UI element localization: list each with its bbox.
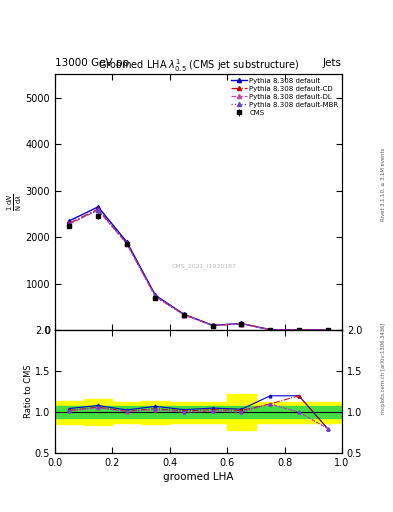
Pythia 8.308 default	[268, 327, 273, 333]
Pythia 8.308 default	[239, 321, 244, 327]
Pythia 8.308 default-DL	[239, 321, 244, 327]
Pythia 8.308 default-MBR	[268, 327, 273, 333]
Line: Pythia 8.308 default-DL: Pythia 8.308 default-DL	[67, 208, 330, 332]
Pythia 8.308 default-DL	[153, 294, 158, 300]
Pythia 8.308 default-MBR	[96, 207, 101, 213]
X-axis label: groomed LHA: groomed LHA	[163, 472, 234, 482]
Pythia 8.308 default-DL	[125, 241, 129, 247]
Pythia 8.308 default-MBR	[297, 327, 301, 333]
Pythia 8.308 default-MBR	[325, 327, 330, 333]
Text: 13000 GeV pp: 13000 GeV pp	[55, 57, 129, 68]
Pythia 8.308 default-MBR	[67, 221, 72, 227]
Pythia 8.308 default-MBR	[182, 312, 187, 318]
Pythia 8.308 default-MBR	[153, 293, 158, 300]
Text: mcplots.cern.ch [arXiv:1306.3436]: mcplots.cern.ch [arXiv:1306.3436]	[381, 323, 386, 414]
Line: Pythia 8.308 default: Pythia 8.308 default	[67, 205, 330, 332]
Title: Groomed LHA $\lambda^{1}_{0.5}$ (CMS jet substructure): Groomed LHA $\lambda^{1}_{0.5}$ (CMS jet…	[98, 57, 299, 74]
Pythia 8.308 default	[153, 292, 158, 298]
Pythia 8.308 default-CD	[325, 327, 330, 333]
Pythia 8.308 default-CD	[211, 323, 215, 329]
Pythia 8.308 default-DL	[67, 221, 72, 227]
Y-axis label: $\frac{1}{\mathrm{N}}\frac{\mathrm{d}N}{\mathrm{d}\lambda}$: $\frac{1}{\mathrm{N}}\frac{\mathrm{d}N}{…	[6, 194, 24, 211]
Pythia 8.308 default-CD	[67, 220, 72, 226]
Line: Pythia 8.308 default-CD: Pythia 8.308 default-CD	[67, 207, 330, 332]
Pythia 8.308 default-DL	[211, 323, 215, 329]
Pythia 8.308 default	[297, 327, 301, 333]
Pythia 8.308 default-CD	[96, 206, 101, 212]
Text: CMS_2021_I1920187: CMS_2021_I1920187	[172, 263, 237, 269]
Pythia 8.308 default	[67, 218, 72, 224]
Pythia 8.308 default-MBR	[211, 323, 215, 329]
Pythia 8.308 default-CD	[153, 293, 158, 300]
Line: Pythia 8.308 default-MBR: Pythia 8.308 default-MBR	[67, 207, 330, 332]
Pythia 8.308 default	[182, 311, 187, 317]
Pythia 8.308 default-CD	[125, 240, 129, 246]
Pythia 8.308 default-DL	[325, 327, 330, 333]
Pythia 8.308 default-DL	[96, 207, 101, 213]
Pythia 8.308 default	[96, 204, 101, 210]
Y-axis label: Ratio to CMS: Ratio to CMS	[24, 365, 33, 418]
Pythia 8.308 default-DL	[268, 327, 273, 333]
Pythia 8.308 default-CD	[268, 327, 273, 333]
Legend: Pythia 8.308 default, Pythia 8.308 default-CD, Pythia 8.308 default-DL, Pythia 8: Pythia 8.308 default, Pythia 8.308 defau…	[230, 76, 340, 117]
Pythia 8.308 default-CD	[297, 327, 301, 333]
Text: Jets: Jets	[323, 57, 342, 68]
Pythia 8.308 default-DL	[182, 312, 187, 318]
Pythia 8.308 default	[211, 322, 215, 328]
Pythia 8.308 default	[325, 327, 330, 333]
Pythia 8.308 default-CD	[239, 321, 244, 327]
Pythia 8.308 default-DL	[297, 327, 301, 333]
Pythia 8.308 default-MBR	[239, 321, 244, 327]
Pythia 8.308 default-CD	[182, 312, 187, 318]
Pythia 8.308 default-MBR	[125, 240, 129, 246]
Text: Rivet 3.1.10, ≥ 3.1M events: Rivet 3.1.10, ≥ 3.1M events	[381, 147, 386, 221]
Pythia 8.308 default	[125, 239, 129, 245]
